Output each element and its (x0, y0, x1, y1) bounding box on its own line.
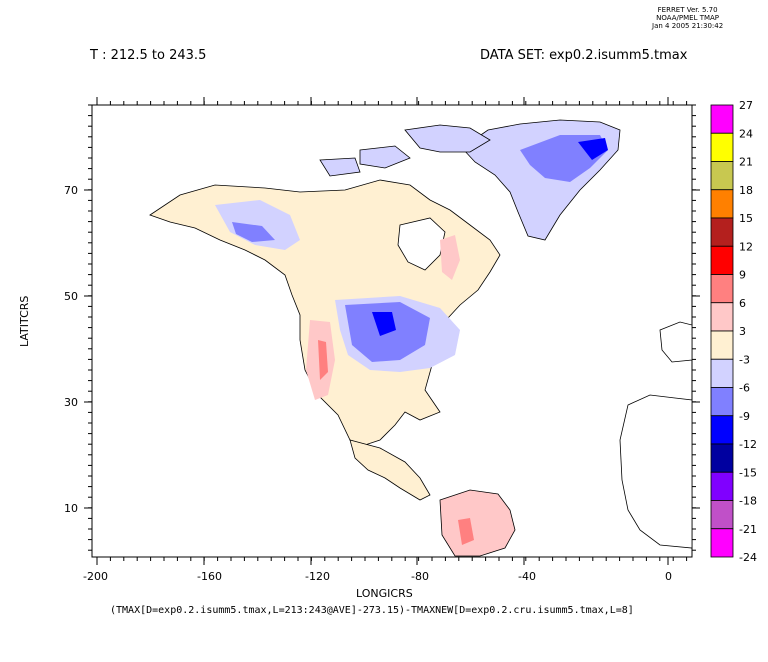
africa-outline (619, 394, 693, 549)
central-america-field (349, 439, 431, 501)
colorbar-label: -18 (739, 495, 757, 508)
labrador-warm (440, 235, 460, 280)
x-tick-label: -200 (83, 570, 108, 583)
colorbar-swatch (710, 415, 734, 445)
colorbar-label: 9 (739, 269, 746, 282)
colorbar-swatch (710, 302, 734, 332)
y-tick-label: 50 (64, 290, 78, 303)
colorbar-swatch (710, 274, 734, 304)
colorbar-swatch (710, 161, 734, 191)
colorbar-label: -3 (739, 353, 750, 366)
y-tick-label: 70 (64, 184, 78, 197)
axis-ticks (84, 97, 700, 565)
colorbar-swatch (710, 358, 734, 388)
stamp-version: FERRET Ver. 5.70 (657, 6, 718, 14)
colorbar-swatch (710, 387, 734, 417)
x-tick-label: -160 (197, 570, 222, 583)
colorbar (710, 104, 734, 558)
colorbar-swatch (710, 443, 734, 473)
y-tick-label: 10 (64, 502, 78, 515)
colorbar-labels: 27 24 21 18 15 12 9 6 3 -3 -6 -9 -12 -15 -18 -21 -24 (739, 99, 757, 564)
dataset-title: DATA SET: exp0.2.isumm5.tmax (480, 48, 688, 63)
colorbar-swatch (710, 471, 734, 501)
colorbar-swatch (710, 500, 734, 530)
colorbar-swatch (710, 132, 734, 162)
colorbar-label: -24 (739, 551, 757, 564)
ferret-stamp: FERRET Ver. 5.70 NOAA/PMEL TMAP Jan 4 20… (652, 6, 723, 30)
stamp-org: NOAA/PMEL TMAP (656, 14, 720, 22)
colorbar-label: 12 (739, 240, 753, 253)
south-america-hot (458, 518, 474, 545)
time-range-title: T : 212.5 to 243.5 (90, 48, 207, 63)
colorbar-label: -6 (739, 382, 750, 395)
greenland-dark-core (578, 138, 608, 160)
x-tick-label: -40 (518, 570, 536, 583)
x-tick-label: 0 (665, 570, 672, 583)
x-axis-label: LONGICRS (356, 587, 413, 600)
x-tick-label: -80 (411, 570, 429, 583)
south-america-field (439, 489, 516, 557)
colorbar-label: 21 (739, 156, 753, 169)
y-tick-label: 30 (64, 396, 78, 409)
colorbar-swatch (710, 330, 734, 360)
west-coast-hot (318, 340, 328, 380)
europe-outline (659, 321, 693, 363)
colorbar-swatch (710, 189, 734, 219)
colorbar-swatch (710, 104, 734, 134)
colorbar-label: 3 (739, 325, 746, 338)
colorbar-label: 15 (739, 212, 753, 225)
colorbar-label: -12 (739, 438, 757, 451)
y-axis-label: LATITCRS (18, 295, 31, 347)
alaska-mid-patch (232, 222, 275, 242)
colorbar-swatch (710, 217, 734, 247)
x-tick-label: -120 (305, 570, 330, 583)
colorbar-swatch (710, 528, 734, 558)
arctic-islands-field (319, 124, 491, 177)
central-us-dark (372, 312, 396, 336)
stamp-date: Jan 4 2005 21:30:42 (652, 22, 724, 30)
colorbar-label: 18 (739, 184, 753, 197)
colorbar-label: 24 (739, 127, 753, 140)
map-fields (149, 119, 693, 557)
colorbar-label: -21 (739, 523, 757, 536)
colorbar-label: 27 (739, 99, 753, 112)
colorbar-label: -15 (739, 466, 757, 479)
colorbar-label: 6 (739, 297, 746, 310)
colorbar-label: -9 (739, 410, 750, 423)
footer-expression: (TMAX[D=exp0.2.isumm5.tmax,L=213:243@AVE… (110, 605, 634, 616)
colorbar-swatch (710, 245, 734, 275)
hudson-bay (397, 217, 446, 271)
alaska-cool-patch (215, 200, 300, 250)
